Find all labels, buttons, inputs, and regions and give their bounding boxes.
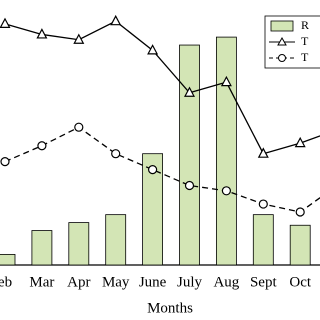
legend-label: T xyxy=(301,50,309,64)
point xyxy=(111,149,121,159)
point xyxy=(37,141,47,151)
bar xyxy=(179,44,200,266)
point xyxy=(257,147,269,158)
point xyxy=(184,86,195,97)
x-tick-label: June xyxy=(139,274,167,290)
point xyxy=(110,14,122,26)
bar xyxy=(142,153,164,266)
x-tick-label: eb xyxy=(0,274,12,290)
bar xyxy=(215,36,237,266)
legend-marker xyxy=(278,54,286,62)
x-tick-label: Mar xyxy=(29,274,54,290)
bar xyxy=(68,222,90,266)
bar xyxy=(105,214,127,266)
line xyxy=(4,20,320,155)
bar xyxy=(31,230,53,266)
point xyxy=(295,207,305,217)
point xyxy=(0,157,10,167)
bar xyxy=(252,214,274,266)
x-tick-label: May xyxy=(102,274,130,290)
bar xyxy=(289,224,311,266)
legend-label: R xyxy=(301,18,309,32)
point xyxy=(73,33,85,44)
legend-marker xyxy=(277,36,287,46)
x-tick-label: Aug xyxy=(213,274,239,290)
point xyxy=(74,122,84,132)
point xyxy=(184,180,195,191)
x-tick-label: July xyxy=(177,274,203,290)
point xyxy=(294,136,306,148)
x-tick-label: Oct xyxy=(289,274,311,290)
point xyxy=(0,17,11,28)
line xyxy=(4,126,320,213)
x-tick-label: Sept xyxy=(250,274,278,290)
legend-label: T xyxy=(301,34,309,48)
point xyxy=(221,186,231,196)
point xyxy=(147,44,159,55)
point xyxy=(220,75,232,87)
point xyxy=(258,199,268,209)
x-axis-label: Months xyxy=(147,300,193,316)
point xyxy=(36,28,48,39)
legend-swatch xyxy=(270,20,294,32)
point xyxy=(148,165,158,175)
bar xyxy=(0,253,16,266)
x-tick-label: Apr xyxy=(67,274,90,290)
